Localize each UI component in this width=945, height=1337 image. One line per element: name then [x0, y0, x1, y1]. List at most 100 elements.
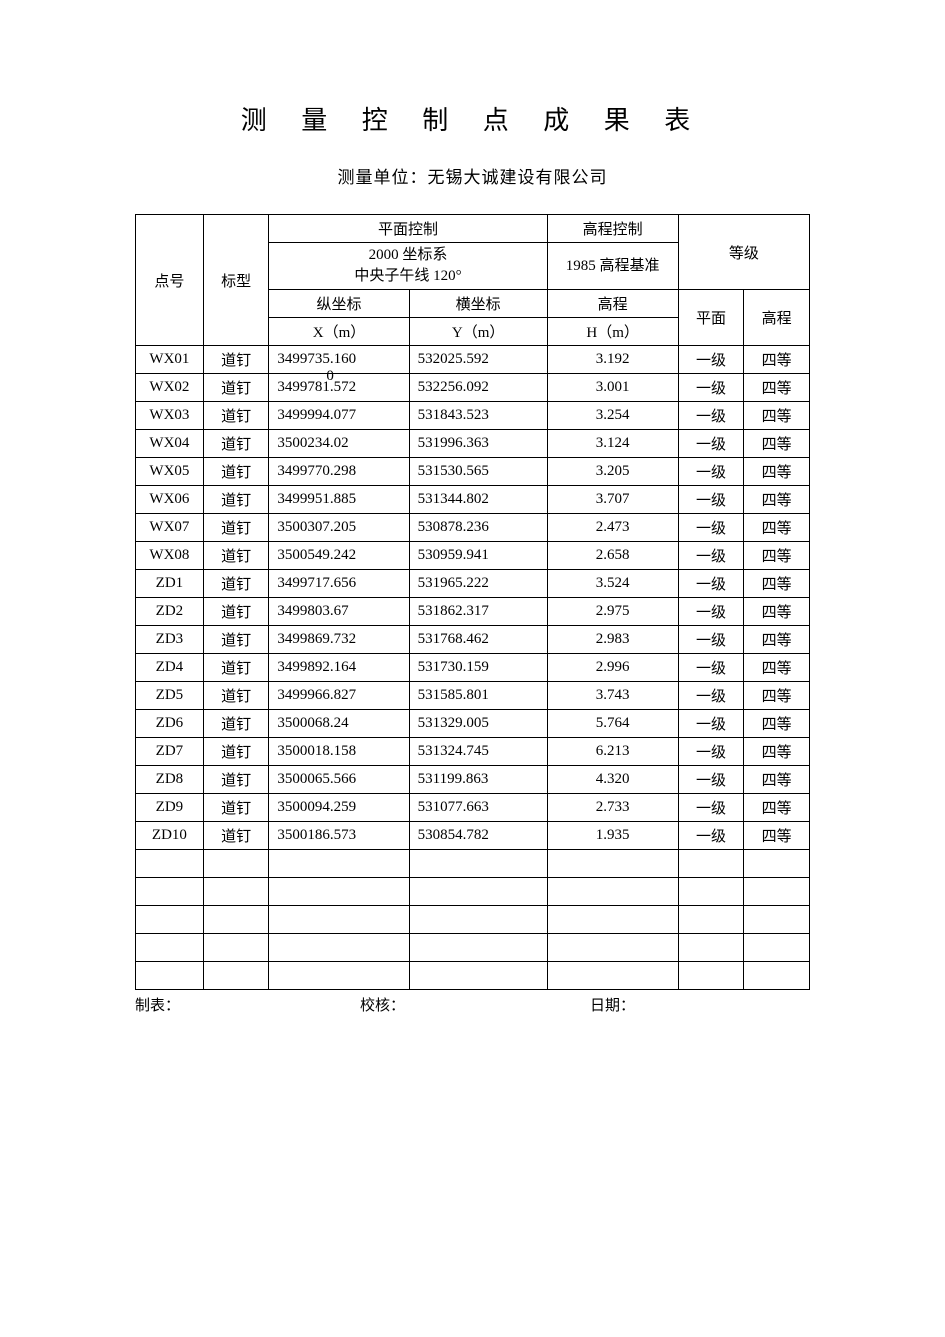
table-row: WX03道钉3499994.077531843.5233.254一级四等	[136, 402, 810, 430]
cell-type: 道钉	[203, 458, 269, 486]
cell-y: 531585.801	[409, 682, 547, 710]
hdr-lat: 横坐标	[409, 290, 547, 318]
cell-elev-grade: 四等	[744, 570, 810, 598]
cell-elev-grade: 四等	[744, 794, 810, 822]
cell-point-id: WX08	[136, 542, 204, 570]
cell-h: 5.764	[547, 710, 678, 738]
cell-elev-grade: 四等	[744, 542, 810, 570]
footer-checker: 校核：	[360, 994, 590, 1015]
cell-x: 3500094.259	[269, 794, 409, 822]
cell-x: 3499803.67	[269, 598, 409, 626]
cell-x: 3500307.205	[269, 514, 409, 542]
cell-plane-grade: 一级	[678, 374, 744, 402]
cell-empty	[678, 906, 744, 934]
table-body: WX01道钉3499735.160532025.5923.192一级四等WX02…	[136, 346, 810, 990]
hdr-elev-basis: 1985 高程基准	[547, 243, 678, 290]
cell-y: 531199.863	[409, 766, 547, 794]
cell-y: 531530.565	[409, 458, 547, 486]
hdr-type: 标型	[203, 215, 269, 346]
cell-elev-grade: 四等	[744, 598, 810, 626]
cell-plane-grade: 一级	[678, 514, 744, 542]
cell-point-id: ZD1	[136, 570, 204, 598]
cell-elev-grade: 四等	[744, 514, 810, 542]
cell-x: 3499951.885	[269, 486, 409, 514]
cell-h: 2.658	[547, 542, 678, 570]
table-row: WX08道钉3500549.242530959.9412.658一级四等	[136, 542, 810, 570]
cell-point-id: ZD7	[136, 738, 204, 766]
cell-h: 3.254	[547, 402, 678, 430]
cell-type: 道钉	[203, 514, 269, 542]
cell-type: 道钉	[203, 570, 269, 598]
cell-x: 3499966.827	[269, 682, 409, 710]
cell-h: 2.983	[547, 626, 678, 654]
cell-h: 6.213	[547, 738, 678, 766]
cell-elev-grade: 四等	[744, 710, 810, 738]
cell-empty	[744, 906, 810, 934]
cell-elev-grade: 四等	[744, 738, 810, 766]
overlay-zero: 0	[326, 368, 334, 385]
cell-empty	[678, 962, 744, 990]
table-row: WX05道钉3499770.298531530.5653.205一级四等	[136, 458, 810, 486]
cell-elev-grade: 四等	[744, 822, 810, 850]
cell-y: 532025.592	[409, 346, 547, 374]
cell-empty	[744, 878, 810, 906]
cell-x: 3499892.164	[269, 654, 409, 682]
hdr-elev-control: 高程控制	[547, 215, 678, 243]
cell-h: 3.124	[547, 430, 678, 458]
hdr-plane-grade: 平面	[678, 290, 744, 346]
cell-h: 2.975	[547, 598, 678, 626]
cell-empty	[678, 850, 744, 878]
cell-x: 3499717.656	[269, 570, 409, 598]
cell-plane-grade: 一级	[678, 570, 744, 598]
cell-empty	[678, 878, 744, 906]
cell-h: 2.473	[547, 514, 678, 542]
cell-plane-grade: 一级	[678, 766, 744, 794]
table-row: ZD3道钉3499869.732531768.4622.983一级四等	[136, 626, 810, 654]
cell-empty	[409, 934, 547, 962]
cell-empty	[547, 878, 678, 906]
cell-h: 1.935	[547, 822, 678, 850]
table-row: WX06道钉3499951.885531344.8023.707一级四等	[136, 486, 810, 514]
cell-type: 道钉	[203, 682, 269, 710]
cell-elev-grade: 四等	[744, 430, 810, 458]
cell-plane-grade: 一级	[678, 402, 744, 430]
cell-type: 道钉	[203, 766, 269, 794]
cell-type: 道钉	[203, 598, 269, 626]
cell-elev-grade: 四等	[744, 766, 810, 794]
cell-x: 3499994.077	[269, 402, 409, 430]
cell-x: 3500068.24	[269, 710, 409, 738]
cell-point-id: ZD10	[136, 822, 204, 850]
cell-empty	[269, 906, 409, 934]
cell-empty	[547, 850, 678, 878]
hdr-coord-sys-l2: 中央子午线 120°	[354, 268, 461, 284]
hdr-x-unit: X（m）	[269, 318, 409, 346]
cell-point-id: ZD9	[136, 794, 204, 822]
cell-y: 530878.236	[409, 514, 547, 542]
table-row-empty	[136, 850, 810, 878]
cell-type: 道钉	[203, 710, 269, 738]
cell-empty	[744, 934, 810, 962]
cell-point-id: ZD6	[136, 710, 204, 738]
table-row: ZD5道钉3499966.827531585.8013.743一级四等	[136, 682, 810, 710]
cell-type: 道钉	[203, 654, 269, 682]
cell-elev-grade: 四等	[744, 458, 810, 486]
cell-empty	[409, 962, 547, 990]
cell-x: 3499735.160	[269, 346, 409, 374]
cell-type: 道钉	[203, 486, 269, 514]
cell-y: 531862.317	[409, 598, 547, 626]
cell-x: 3500234.02	[269, 430, 409, 458]
cell-type: 道钉	[203, 542, 269, 570]
hdr-coord-sys-l1: 2000 坐标系	[369, 247, 448, 263]
cell-empty	[547, 934, 678, 962]
cell-empty	[409, 906, 547, 934]
cell-h: 3.205	[547, 458, 678, 486]
cell-empty	[744, 850, 810, 878]
cell-h: 3.707	[547, 486, 678, 514]
cell-h: 2.733	[547, 794, 678, 822]
hdr-h-unit: H（m）	[547, 318, 678, 346]
cell-plane-grade: 一级	[678, 654, 744, 682]
table-row-empty	[136, 906, 810, 934]
cell-h: 3.001	[547, 374, 678, 402]
cell-elev-grade: 四等	[744, 626, 810, 654]
table-row-empty	[136, 878, 810, 906]
